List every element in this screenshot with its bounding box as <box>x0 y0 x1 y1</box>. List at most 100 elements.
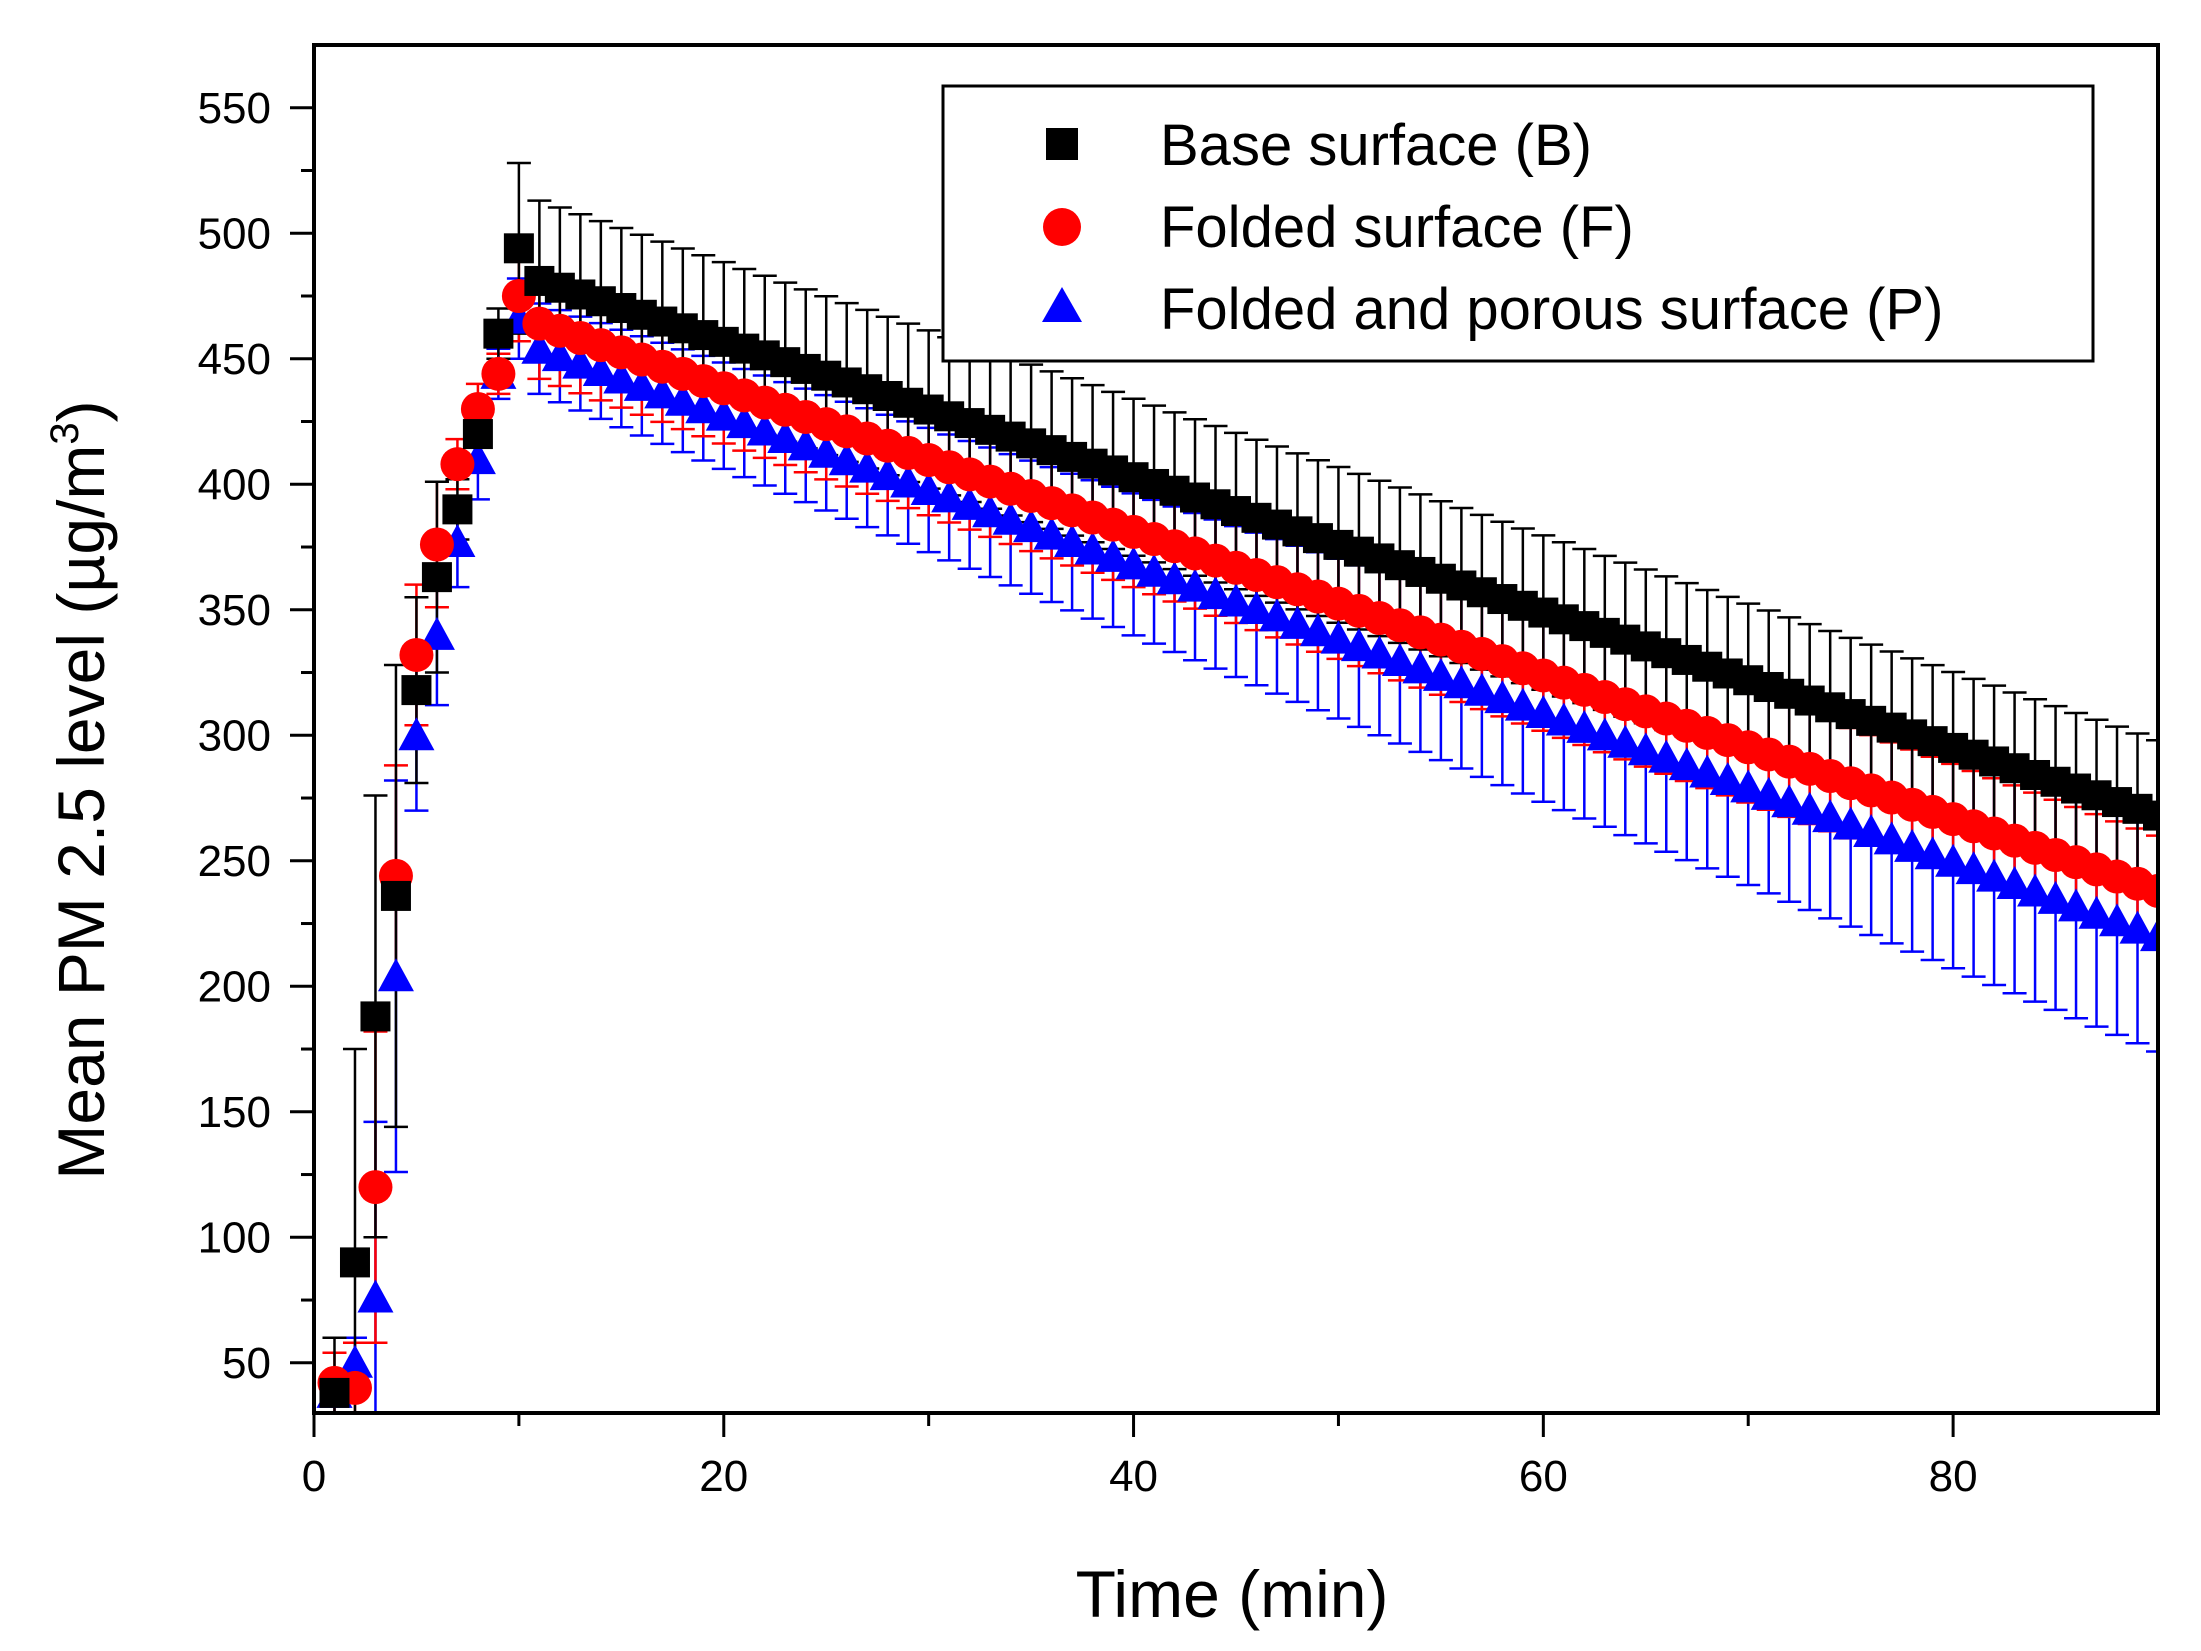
point-porous <box>1197 576 1234 610</box>
point-porous <box>1648 739 1685 773</box>
point-folded <box>358 1170 393 1205</box>
point-porous <box>1955 851 1992 885</box>
point-porous <box>1689 754 1726 788</box>
point-porous <box>521 330 558 364</box>
point-porous <box>890 464 927 498</box>
legend-marker-base <box>1046 128 1078 160</box>
plot-frame <box>312 43 2160 1415</box>
point-porous <box>357 1279 394 1313</box>
point-folded <box>2141 873 2158 908</box>
y-axis-title-close: ) <box>44 400 118 422</box>
legend-label-folded: Folded surface (F) <box>1160 195 1634 260</box>
point-porous <box>1463 672 1500 706</box>
point-porous <box>1504 687 1541 721</box>
point-porous <box>1115 546 1152 580</box>
x-axis-title: Time (min) <box>1076 1557 1389 1631</box>
point-base <box>319 1377 350 1408</box>
legend: Base surface (B) Folded surface (F) Fold… <box>941 84 2095 363</box>
axes: 0 20 40 60 80 50 100 150 200 250 300 350 400 450 500 55… <box>198 43 2160 1501</box>
y-tick-label: 550 <box>198 84 271 133</box>
point-porous <box>541 338 578 372</box>
point-porous <box>1668 747 1705 781</box>
point-porous <box>1627 732 1664 766</box>
y-tick-label: 150 <box>198 1088 271 1137</box>
point-porous <box>1607 724 1644 758</box>
y-tick-label: 450 <box>198 335 271 384</box>
point-porous <box>1361 635 1398 669</box>
point-porous <box>1525 695 1562 729</box>
point-porous <box>1935 843 1972 877</box>
point-porous <box>1709 761 1746 795</box>
point-porous <box>1586 717 1623 751</box>
point-folded <box>481 356 516 391</box>
point-porous <box>2037 880 2074 914</box>
y-tick-label: 100 <box>198 1213 271 1262</box>
x-tick-label: 60 <box>1519 1452 1568 1501</box>
point-porous <box>398 717 435 751</box>
point-porous <box>1484 680 1521 714</box>
point-base <box>401 675 432 706</box>
point-porous <box>849 449 886 483</box>
point-porous <box>705 397 742 431</box>
x-tick-label: 80 <box>1929 1452 1978 1501</box>
y-axis-title: Mean PM 2.5 level (µg/m3) <box>43 400 118 1179</box>
point-porous <box>1381 642 1418 676</box>
point-porous <box>828 442 865 476</box>
point-folded <box>440 447 475 482</box>
point-porous <box>1033 516 1070 550</box>
point-porous <box>1156 561 1193 595</box>
plot-area <box>316 161 2158 1413</box>
point-porous <box>2119 910 2156 944</box>
point-base <box>339 1247 370 1278</box>
point-porous <box>1443 665 1480 699</box>
point-porous <box>931 479 968 513</box>
point-porous <box>603 360 640 394</box>
legend-marker-folded <box>1043 208 1081 246</box>
legend-label-porous: Folded and porous surface (P) <box>1160 277 1943 342</box>
point-porous <box>1996 866 2033 900</box>
point-folded <box>419 527 454 562</box>
point-porous <box>2017 873 2054 907</box>
point-porous <box>1402 650 1439 684</box>
point-base <box>360 1001 391 1032</box>
x-tick-label: 20 <box>699 1452 748 1501</box>
x-tick-label: 40 <box>1109 1452 1158 1501</box>
point-porous <box>377 958 414 992</box>
point-porous <box>582 353 619 387</box>
point-porous <box>746 412 783 446</box>
point-porous <box>726 405 763 439</box>
point-porous <box>1791 791 1828 825</box>
point-porous <box>1320 620 1357 654</box>
point-base <box>380 880 411 911</box>
y-tick-label: 300 <box>198 711 271 760</box>
legend-box <box>941 84 2095 363</box>
point-porous <box>1914 836 1951 870</box>
point-porous <box>1258 598 1295 632</box>
point-porous <box>951 486 988 520</box>
point-folded <box>399 637 434 672</box>
y-tick-label: 350 <box>198 586 271 635</box>
point-base <box>483 318 514 349</box>
point-porous <box>1095 538 1132 572</box>
markers-folded <box>317 279 2158 1405</box>
point-porous <box>1832 806 1869 840</box>
point-porous <box>623 367 660 401</box>
point-base <box>503 233 534 264</box>
point-porous <box>1566 709 1603 743</box>
point-porous <box>2140 918 2158 952</box>
y-axis-title-main: Mean PM 2.5 level (µg/m <box>44 445 118 1180</box>
point-base <box>442 494 473 525</box>
point-porous <box>1013 509 1050 543</box>
point-porous <box>2078 895 2115 929</box>
point-porous <box>1750 776 1787 810</box>
point-base <box>462 419 493 450</box>
point-porous <box>418 616 455 650</box>
point-porous <box>787 427 824 461</box>
x-tick-label: 0 <box>302 1452 326 1501</box>
point-porous <box>1340 628 1377 662</box>
y-tick-label: 500 <box>198 209 271 258</box>
point-porous <box>2099 903 2136 937</box>
point-porous <box>1054 524 1091 558</box>
point-porous <box>1299 613 1336 647</box>
point-porous <box>685 390 722 424</box>
